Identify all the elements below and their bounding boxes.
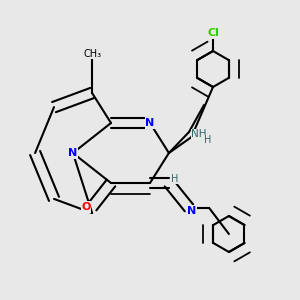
Text: H: H (204, 135, 211, 145)
Text: N: N (68, 148, 77, 158)
Text: N: N (146, 118, 154, 128)
Text: N: N (188, 206, 196, 216)
Text: NH: NH (191, 129, 207, 139)
Text: Cl: Cl (207, 28, 219, 38)
Text: H: H (171, 173, 178, 184)
Text: CH₃: CH₃ (83, 49, 101, 59)
Text: O: O (81, 202, 91, 212)
